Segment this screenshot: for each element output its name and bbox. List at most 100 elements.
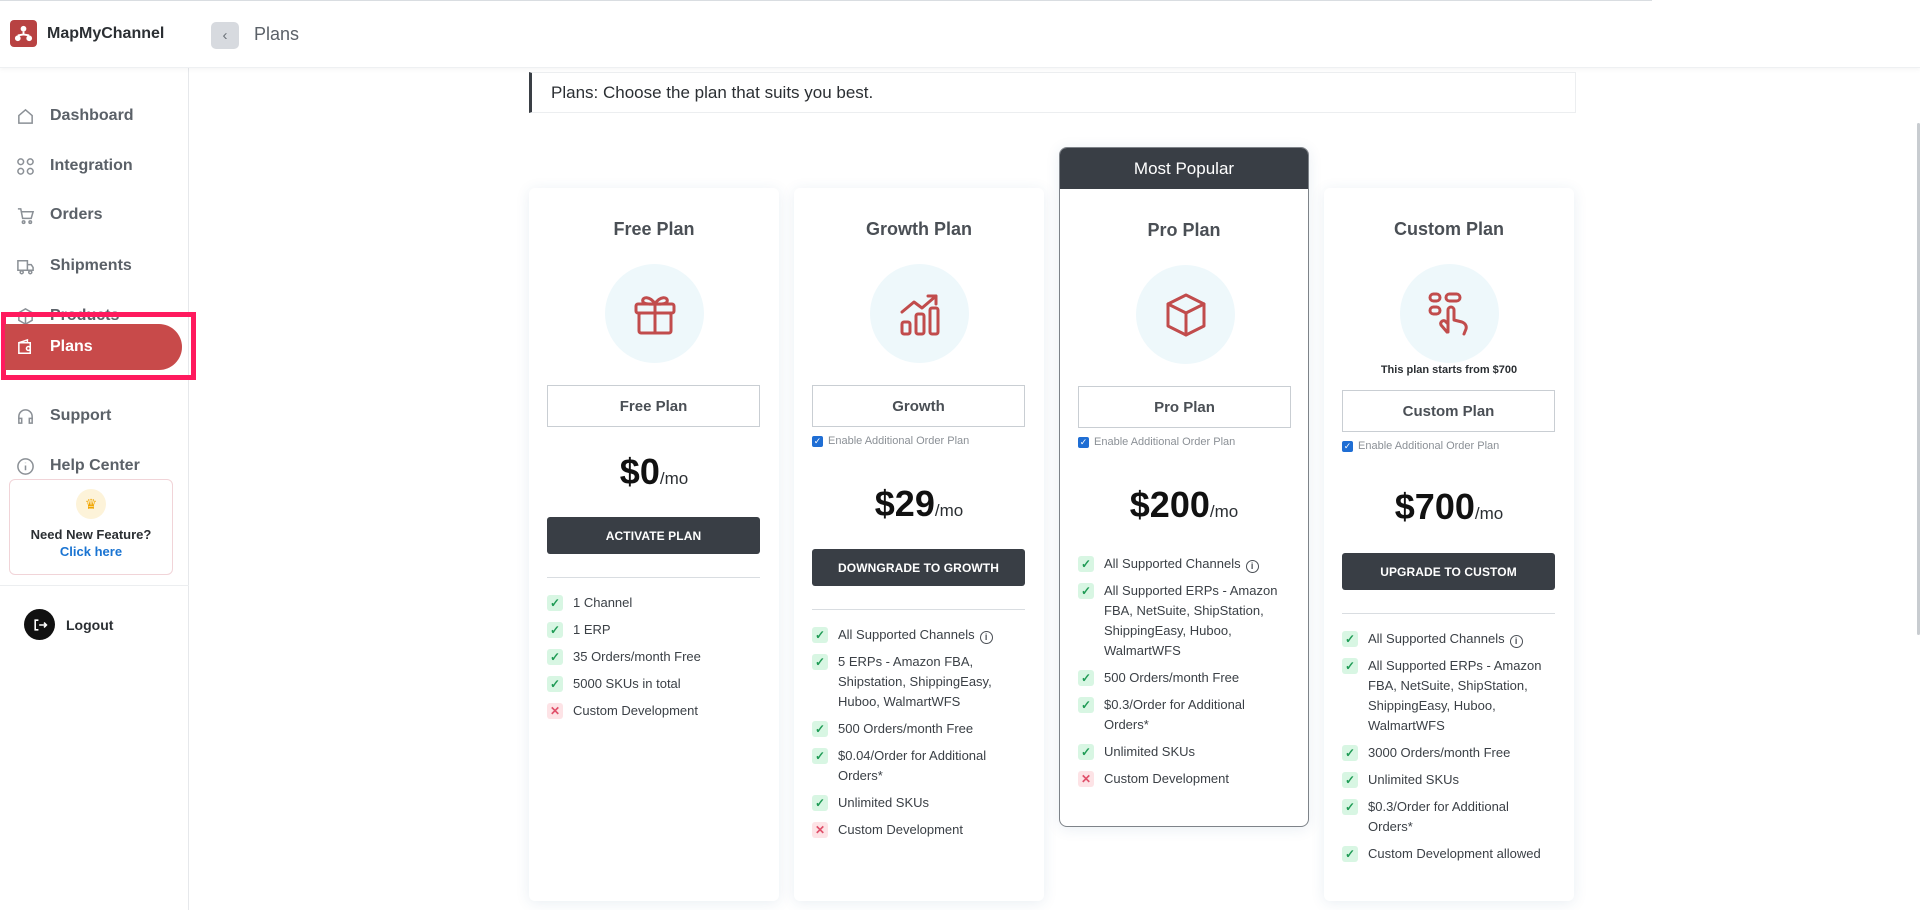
breadcrumb-title: Plans bbox=[254, 24, 300, 44]
checkbox-checked-icon: ✓ bbox=[812, 435, 823, 447]
feature-text: All Supported ERPs - Amazon FBA, NetSuit… bbox=[1104, 583, 1278, 658]
additional-order-plan-checkbox[interactable]: ✓ Enable Additional Order Plan bbox=[1342, 440, 1499, 452]
feature-text: All Supported Channels bbox=[838, 627, 975, 642]
activate-plan-button[interactable]: ACTIVATE PLAN bbox=[547, 517, 760, 554]
check-icon: ✓ bbox=[1078, 670, 1094, 686]
cart-icon bbox=[17, 207, 35, 224]
plan-select[interactable]: Pro Plan bbox=[1078, 386, 1291, 428]
check-icon: ✓ bbox=[1342, 745, 1358, 761]
plan-select[interactable]: Free Plan bbox=[547, 385, 760, 427]
check-icon: ✓ bbox=[812, 721, 828, 737]
plan-price: $700/mo bbox=[1324, 486, 1574, 528]
top-bar: MapMyChannel ‹ Plans bbox=[0, 0, 1920, 68]
feature-item: ✓ Unlimited SKUs bbox=[1342, 770, 1557, 790]
plan-select-value: Custom Plan bbox=[1402, 402, 1495, 420]
check-icon: ✓ bbox=[547, 649, 563, 665]
feature-text: Custom Development allowed bbox=[1368, 846, 1541, 861]
feature-item: ✓ 1 ERP bbox=[547, 620, 762, 640]
feature-item: ✓ $0.3/Order for Additional Orders* bbox=[1342, 797, 1557, 837]
plan-card-growth: Growth Plan Growth ✓ Enable Additional O… bbox=[794, 188, 1044, 901]
truck-icon bbox=[17, 259, 34, 274]
checkbox-checked-icon: ✓ bbox=[1342, 440, 1353, 452]
app-name: MapMyChannel bbox=[47, 24, 165, 42]
grid-icon bbox=[17, 157, 34, 175]
info-icon[interactable]: i bbox=[979, 630, 993, 644]
feature-text: All Supported Channels bbox=[1104, 556, 1241, 571]
app-logo-icon bbox=[10, 20, 37, 47]
price-unit: /mo bbox=[659, 469, 689, 488]
top-edge-divider bbox=[0, 0, 1652, 1]
brand[interactable]: MapMyChannel bbox=[10, 20, 164, 47]
additional-order-plan-checkbox[interactable]: ✓ Enable Additional Order Plan bbox=[812, 435, 969, 447]
plan-price: $200/mo bbox=[1060, 484, 1308, 526]
feature-list: ✓ 1 Channel ✓ 1 ERP ✓ 35 Orders/month Free … bbox=[547, 593, 762, 728]
plans-header: Plans: Choose the plan that suits you be… bbox=[529, 72, 1576, 113]
price-unit: /mo bbox=[934, 501, 964, 520]
chevron-left-icon: ‹ bbox=[222, 27, 228, 44]
check-icon: ✓ bbox=[1342, 658, 1358, 674]
sidebar-item-orders[interactable]: Orders bbox=[0, 195, 189, 235]
sidebar-item-dashboard[interactable]: Dashboard bbox=[0, 96, 189, 136]
feature-item: ✓ All Supported Channels i bbox=[1078, 554, 1293, 574]
sidebar-item-help-center[interactable]: Help Center bbox=[0, 446, 189, 486]
feature-item: ✓ Custom Development allowed bbox=[1342, 844, 1557, 864]
feature-request-card[interactable]: ♛ Need New Feature? Click here bbox=[9, 479, 173, 575]
downgrade-to-growth-button[interactable]: DOWNGRADE TO GROWTH bbox=[812, 549, 1025, 586]
feature-text: 3000 Orders/month Free bbox=[1368, 745, 1511, 760]
feature-item: ✓ 500 Orders/month Free bbox=[812, 719, 1027, 739]
addon-label: Enable Additional Order Plan bbox=[1358, 440, 1500, 452]
back-button[interactable]: ‹ bbox=[211, 22, 239, 49]
feature-item: ✓ 1 Channel bbox=[547, 593, 762, 613]
feature-item: ✓ All Supported Channels i bbox=[1342, 629, 1557, 649]
check-icon: ✓ bbox=[547, 676, 563, 692]
plan-select-value: Growth bbox=[892, 397, 945, 415]
info-icon[interactable]: i bbox=[1509, 634, 1523, 648]
cross-icon: ✕ bbox=[1078, 771, 1094, 787]
page-scrollbar[interactable] bbox=[1917, 123, 1920, 635]
sidebar-item-label: Support bbox=[50, 407, 112, 424]
feature-text: Unlimited SKUs bbox=[1368, 772, 1460, 787]
feature-item: ✓ Unlimited SKUs bbox=[812, 793, 1027, 813]
check-icon: ✓ bbox=[812, 627, 828, 643]
check-icon: ✓ bbox=[812, 748, 828, 764]
sidebar-item-label: Dashboard bbox=[50, 107, 134, 124]
feature-card-link[interactable]: Click here bbox=[59, 544, 123, 559]
info-icon bbox=[17, 457, 34, 475]
plan-select[interactable]: Growth bbox=[812, 385, 1025, 427]
feature-text: Custom Development bbox=[573, 703, 698, 718]
sidebar-item-shipments[interactable]: Shipments bbox=[0, 246, 189, 286]
feature-text: Unlimited SKUs bbox=[838, 795, 930, 810]
cross-icon: ✕ bbox=[547, 703, 563, 719]
sidebar-item-plans[interactable]: Plans bbox=[5, 324, 182, 370]
sidebar-item-label: Integration bbox=[50, 157, 133, 174]
upgrade-to-custom-button[interactable]: UPGRADE TO CUSTOM bbox=[1342, 553, 1555, 590]
feature-item: ✓ 500 Orders/month Free bbox=[1078, 668, 1293, 688]
feature-text: Custom Development bbox=[1104, 771, 1229, 786]
plan-icon-circle bbox=[1400, 264, 1499, 363]
feature-item: ✓ 35 Orders/month Free bbox=[547, 647, 762, 667]
addon-label: Enable Additional Order Plan bbox=[1094, 436, 1236, 448]
cta-label: DOWNGRADE TO GROWTH bbox=[838, 560, 999, 575]
gift-icon bbox=[634, 295, 675, 334]
sidebar-item-integration[interactable]: Integration bbox=[0, 146, 189, 186]
plan-price: $0/mo bbox=[529, 451, 779, 493]
info-icon[interactable]: i bbox=[1245, 559, 1259, 573]
sidebar: Dashboard Integration Orders Shipments P… bbox=[0, 68, 196, 910]
sidebar-item-label: Plans bbox=[50, 338, 93, 355]
check-icon: ✓ bbox=[1342, 772, 1358, 788]
sidebar-item-label: Orders bbox=[50, 206, 103, 223]
logout-button[interactable]: Logout bbox=[24, 609, 113, 640]
plan-name: Free Plan bbox=[613, 219, 695, 239]
crown-icon: ♛ bbox=[76, 489, 106, 519]
plan-select[interactable]: Custom Plan bbox=[1342, 390, 1555, 432]
badge-label: Most Popular bbox=[1133, 158, 1235, 178]
sidebar-item-support[interactable]: Support bbox=[0, 396, 189, 436]
plan-icon-circle bbox=[870, 264, 969, 363]
feature-item: ✓ $0.3/Order for Additional Orders* bbox=[1078, 695, 1293, 735]
sidebar-divider bbox=[0, 585, 189, 586]
checkbox-checked-icon: ✓ bbox=[1078, 436, 1089, 448]
addon-label: Enable Additional Order Plan bbox=[828, 435, 970, 447]
logout-label: Logout bbox=[66, 616, 114, 633]
feature-item: ✓ All Supported Channels i bbox=[812, 625, 1027, 645]
additional-order-plan-checkbox[interactable]: ✓ Enable Additional Order Plan bbox=[1078, 436, 1235, 448]
